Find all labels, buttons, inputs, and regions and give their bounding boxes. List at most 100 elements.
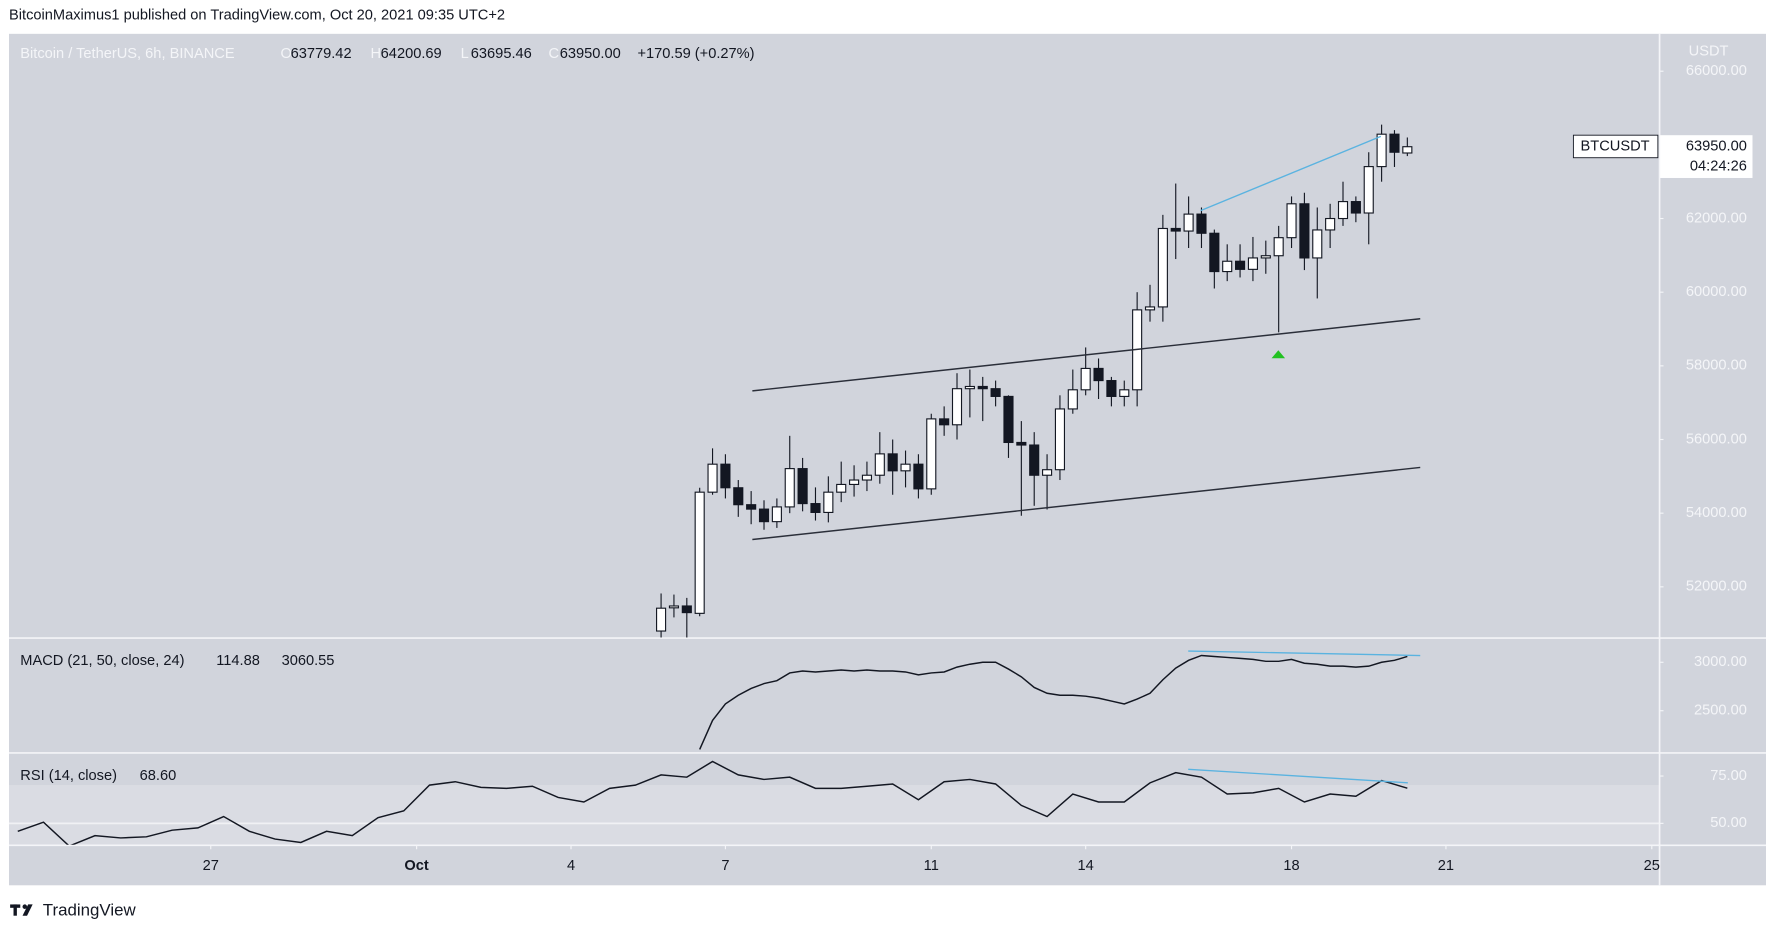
x-tick-label: 11: [924, 858, 939, 874]
candle-body: [1325, 217, 1336, 231]
candle-body: [1222, 260, 1233, 273]
candle-body: [1286, 203, 1297, 239]
candle-body: [810, 503, 821, 513]
x-tick-label: Oct: [404, 858, 429, 874]
candle-body: [900, 463, 911, 472]
indicator-title: MACD (21, 50, close, 24): [20, 653, 184, 669]
x-tick-label: 18: [1283, 858, 1299, 874]
channel-upper: [752, 318, 1421, 392]
candle-body: [990, 388, 1001, 397]
candle-body: [939, 418, 950, 426]
candle-body: [707, 463, 718, 493]
indicator-line: [17, 760, 1408, 845]
y-tick-label: 2500.00: [1694, 703, 1747, 719]
axes: 52000.00 54000.00 56000.00 58000.00 60000.00…: [203, 63, 1747, 874]
publish-note: BitcoinMaximus1 published on TradingView…: [9, 8, 505, 24]
legend-key: H: [371, 46, 382, 62]
candle-body: [1299, 203, 1310, 259]
candle-body: [977, 385, 988, 390]
candle-body: [823, 491, 834, 513]
candle-body: [1260, 255, 1271, 259]
candle-body: [1247, 257, 1259, 270]
candle-body: [758, 508, 770, 523]
chart-background: [9, 33, 1766, 886]
axis-unit: USDT: [1689, 44, 1729, 60]
price-tag-text: 63950.00: [1686, 138, 1747, 154]
y-tick-label: 75.00: [1710, 768, 1747, 784]
legend-value: 63779.42: [291, 46, 352, 62]
y-tick-label: 54000.00: [1686, 505, 1747, 521]
candle-body: [887, 453, 898, 472]
brand: TradingView: [43, 901, 137, 920]
symbol-title: Bitcoin / TetherUS, 6h, BINANCE: [20, 46, 235, 62]
symbol-tag-text: BTCUSDT: [1581, 138, 1650, 154]
divergence-line: [1188, 650, 1421, 657]
candle-body: [849, 479, 860, 486]
channel-lower: [752, 466, 1421, 541]
candle-body: [836, 483, 847, 493]
candle-body: [1106, 380, 1117, 397]
candle-body: [797, 468, 808, 505]
candle-body: [1067, 389, 1078, 410]
candle-body: [1235, 260, 1246, 270]
candle-body: [1157, 227, 1168, 308]
candle-body: [720, 463, 731, 489]
divergence-line: [1200, 135, 1382, 212]
rsi-pane: [17, 760, 1408, 845]
candle-body: [1183, 213, 1194, 232]
indicator-value: 114.88: [216, 653, 260, 669]
x-tick-label: 4: [567, 858, 575, 874]
rsi-band: [9, 785, 1660, 845]
candle-body: [1209, 232, 1220, 273]
y-tick-label: 60000.00: [1686, 284, 1747, 300]
legend-value: 63695.46: [471, 46, 532, 62]
candle-body: [1273, 237, 1284, 257]
candle-body: [1029, 444, 1040, 476]
indicator-title: RSI (14, close): [20, 768, 117, 784]
indicator-value: 68.60: [140, 768, 177, 784]
candle-body: [1093, 367, 1104, 382]
countdown-text: 04:24:26: [1690, 159, 1747, 175]
candle-body: [784, 468, 795, 508]
y-tick-label: 56000.00: [1686, 431, 1747, 447]
candle-body: [913, 463, 924, 490]
candle-body: [733, 487, 744, 506]
y-tick-label: 62000.00: [1686, 210, 1747, 226]
y-tick-label: 50.00: [1710, 815, 1747, 831]
candle-body: [656, 607, 667, 632]
candle-body: [1312, 229, 1323, 259]
legend-key: L: [461, 46, 469, 62]
y-tick-label: 66000.00: [1686, 63, 1747, 79]
price-pane: [656, 124, 1413, 638]
candle-body: [1402, 146, 1413, 154]
x-tick-label: 27: [203, 858, 219, 874]
brand-logo: [10, 904, 33, 916]
candle-body: [1389, 133, 1400, 153]
legend-value: 63950.00: [560, 46, 621, 62]
candle-body: [1080, 367, 1091, 391]
candle-body: [694, 491, 705, 614]
price-tag: [1660, 135, 1753, 178]
legend-change: +170.59 (+0.27%): [637, 46, 754, 62]
candle-body: [1144, 306, 1156, 311]
legend-value: 64200.69: [381, 46, 442, 62]
signal-arrow: [1271, 350, 1286, 359]
candle-body: [1003, 395, 1014, 444]
y-tick-label: 58000.00: [1686, 358, 1747, 374]
candle-body: [668, 605, 680, 609]
candle-body: [926, 418, 937, 490]
x-tick-label: 21: [1438, 858, 1454, 874]
indicator-line: [699, 654, 1408, 750]
candle-body: [1042, 469, 1053, 476]
candle-body: [1016, 441, 1027, 446]
candle-body: [1350, 201, 1361, 214]
candle-body: [1376, 133, 1387, 168]
indicator-value: 3060.55: [282, 653, 335, 669]
legend-key: O: [280, 46, 291, 62]
symbol-tag: [1572, 134, 1659, 159]
candle-body: [1054, 408, 1066, 471]
candle-body: [771, 506, 782, 523]
candle-body: [681, 605, 692, 614]
